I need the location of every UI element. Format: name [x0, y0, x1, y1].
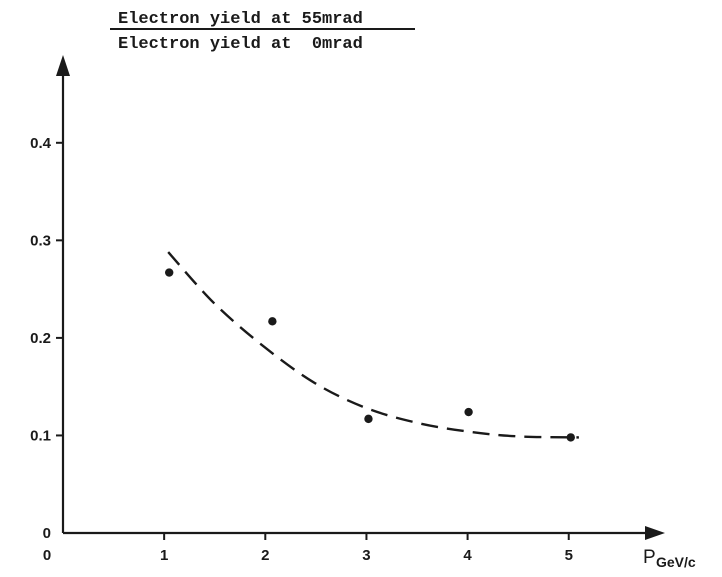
y-tick-label: 0.3 [30, 232, 51, 249]
data-point [364, 414, 373, 424]
data-points [165, 268, 575, 442]
x-tick-label: 4 [463, 547, 472, 564]
y-tick-label: 0.4 [30, 135, 52, 152]
data-point [464, 407, 473, 417]
y-axis-ticks: 0 0.1 0.2 0.3 0.4 [30, 135, 63, 542]
data-point [566, 433, 575, 442]
x-tick-label: 0 [43, 547, 51, 564]
y-tick-label: 0.2 [30, 330, 51, 347]
x-tick-label: 2 [261, 547, 269, 564]
x-tick-label: 5 [565, 547, 573, 564]
x-tick-label: 1 [160, 547, 168, 564]
xlabel-main: P [643, 547, 656, 568]
ylabel-denominator: Electron yield at 0mrad [118, 35, 363, 54]
y-axis-arrow [56, 55, 70, 76]
x-axis-ticks: 0 1 2 3 4 5 [43, 533, 573, 564]
y-tick-label: 0.1 [30, 427, 51, 444]
data-point [268, 317, 277, 326]
x-tick-label: 3 [362, 547, 370, 564]
xlabel-sub: GeV/c [656, 554, 696, 570]
ylabel-numerator: Electron yield at 55mrad [118, 10, 363, 29]
x-axis-arrow [645, 526, 665, 540]
fit-curve-dashed [167, 251, 579, 439]
data-point [165, 268, 174, 277]
ylabel-fraction: Electron yield at 55mrad Electron yield … [110, 10, 415, 54]
xlabel: P GeV/c [643, 547, 696, 570]
y-tick-label: 0 [43, 525, 51, 542]
